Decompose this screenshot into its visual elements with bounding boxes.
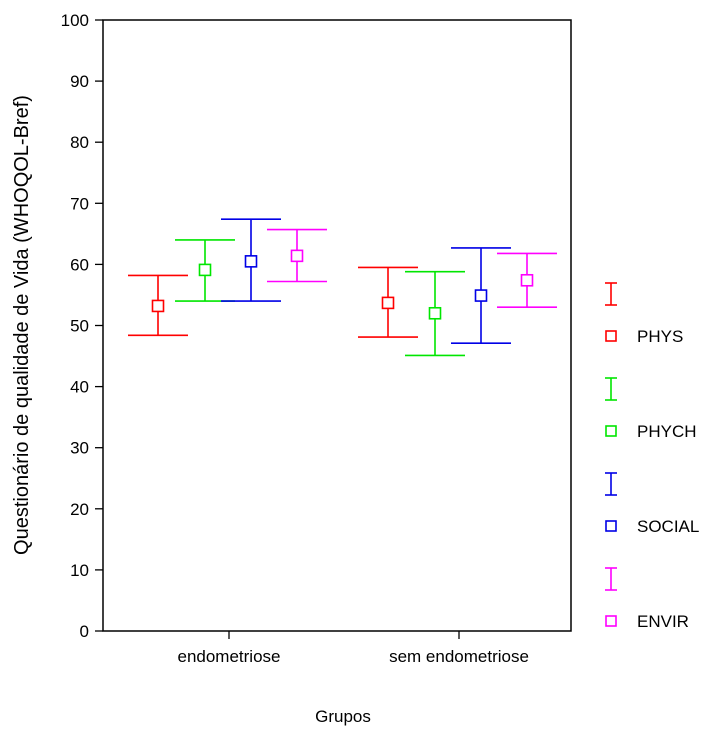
- y-tick-label: 50: [70, 317, 89, 336]
- x-axis: endometriose sem endometriose: [177, 631, 529, 666]
- legend-entry-phych: PHYCH: [605, 377, 697, 441]
- y-tick-label: 60: [70, 255, 89, 274]
- y-axis-label: Questionário de qualidade de Vida (WHOQO…: [11, 95, 33, 555]
- legend-label: PHYS: [637, 327, 683, 346]
- error-bar-envir: [267, 228, 327, 283]
- x-tick-label: endometriose: [177, 647, 280, 666]
- mean-marker: [474, 289, 488, 302]
- mean-marker: [428, 306, 442, 320]
- y-tick-label: 70: [70, 194, 89, 213]
- legend-entry-social: SOCIAL: [605, 472, 699, 536]
- y-tick-label: 100: [61, 11, 89, 30]
- error-bar-envir: [497, 252, 557, 308]
- legend-marker: [605, 615, 617, 627]
- legend-label: ENVIR: [637, 612, 689, 631]
- x-axis-label: Grupos: [315, 707, 371, 726]
- legend: PHYS PHYCH SOCIAL ENVIR: [605, 282, 699, 631]
- y-tick-label: 20: [70, 500, 89, 519]
- error-bar-phys: [358, 266, 418, 338]
- y-tick-label: 90: [70, 72, 89, 91]
- x-tick-label: sem endometriose: [389, 647, 529, 666]
- error-bar-social: [221, 218, 281, 302]
- legend-entry-phys: PHYS: [605, 282, 683, 346]
- legend-marker: [605, 425, 617, 437]
- legend-marker: [605, 330, 617, 342]
- legend-label: SOCIAL: [637, 517, 699, 536]
- y-tick-label: 30: [70, 439, 89, 458]
- mean-marker: [151, 299, 165, 313]
- error-bar-phys: [128, 274, 188, 337]
- mean-marker: [520, 273, 534, 287]
- legend-entry-envir: ENVIR: [605, 567, 689, 631]
- error-bars: [128, 218, 557, 357]
- mean-marker: [290, 249, 304, 263]
- y-tick-label: 40: [70, 378, 89, 397]
- error-bar-phych: [405, 270, 465, 357]
- y-tick-label: 80: [70, 133, 89, 152]
- mean-marker: [198, 263, 212, 277]
- y-tick-label: 10: [70, 561, 89, 580]
- mean-marker: [244, 255, 258, 268]
- legend-label: PHYCH: [637, 422, 697, 441]
- y-axis: 0 10 20 30 40 50 60 70 80 90 100: [61, 11, 103, 641]
- y-tick-label: 0: [80, 622, 89, 641]
- mean-marker: [381, 296, 395, 310]
- error-bar-social: [451, 247, 511, 345]
- legend-marker: [605, 520, 617, 532]
- plot-area: [102, 19, 572, 632]
